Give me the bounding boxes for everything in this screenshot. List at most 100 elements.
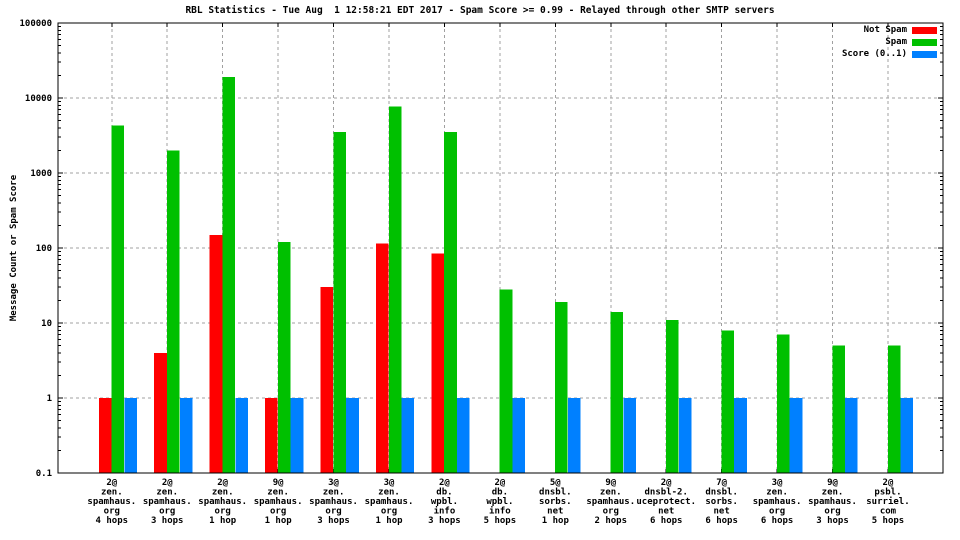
bar-spam xyxy=(610,312,624,473)
x-tick-label: 2@ xyxy=(439,478,450,488)
bar-spam xyxy=(776,334,790,473)
bar-score xyxy=(179,398,193,473)
bar-score xyxy=(734,398,747,473)
bar-score xyxy=(401,398,415,473)
x-tick-label: zen. xyxy=(156,488,178,498)
y-tick-label: 1000 xyxy=(30,169,52,179)
bar-spam xyxy=(388,106,402,474)
bar-spam xyxy=(444,132,457,474)
x-tick-label: 1 hop xyxy=(209,516,237,526)
x-tick-label: zen. xyxy=(822,488,844,498)
bar-spam xyxy=(555,302,568,473)
x-tick-label: spamhaus. xyxy=(87,497,136,507)
x-tick-label: 3 hops xyxy=(816,516,849,526)
chart-title: RBL Statistics - Tue Aug 1 12:58:21 EDT … xyxy=(185,5,775,16)
x-tick-label: sorbs. xyxy=(705,497,738,507)
legend-swatch xyxy=(912,26,937,34)
y-tick-label: 1 xyxy=(47,394,52,404)
bar-not-spam xyxy=(431,253,445,473)
y-tick-label: 10 xyxy=(41,319,52,329)
x-tick-label: spamhaus. xyxy=(586,497,635,507)
x-tick-label: 3@ xyxy=(772,478,783,488)
x-tick-label: 2@ xyxy=(106,478,117,488)
x-tick-label: org xyxy=(325,507,341,517)
x-tick-label: spamhaus. xyxy=(753,497,802,507)
bar-score xyxy=(290,398,304,473)
x-tick-label: 2@ xyxy=(883,478,894,488)
x-tick-label: 9@ xyxy=(273,478,284,488)
bar-score xyxy=(124,398,137,473)
x-tick-label: org xyxy=(159,507,175,517)
x-tick-label: 5@ xyxy=(550,478,561,488)
bar-spam xyxy=(832,345,845,473)
x-tick-label: zen. xyxy=(323,488,345,498)
bar-score xyxy=(845,398,858,473)
y-tick-label: 100 xyxy=(36,244,52,254)
legend-item: Spam xyxy=(842,37,937,47)
bar-not-spam xyxy=(209,234,223,473)
x-tick-label: org xyxy=(215,507,231,517)
x-tick-label: 3 hops xyxy=(428,516,461,526)
x-tick-label: 2@ xyxy=(661,478,672,488)
x-tick-label: net xyxy=(658,507,674,517)
x-tick-label: info xyxy=(489,506,511,517)
x-tick-label: wpbl. xyxy=(486,497,513,507)
x-tick-label: zen. xyxy=(101,488,123,498)
x-tick-label: 9@ xyxy=(827,478,838,488)
x-tick-label: 3@ xyxy=(328,478,339,488)
bar-score xyxy=(346,398,359,473)
bar-spam xyxy=(111,125,125,473)
x-tick-label: zen. xyxy=(212,488,234,498)
x-tick-label: dnsbl. xyxy=(705,488,738,498)
x-tick-label: net xyxy=(547,507,563,517)
legend-item: Not Spam xyxy=(842,25,937,35)
x-tick-label: surriel. xyxy=(866,496,909,507)
x-tick-label: wpbl. xyxy=(431,497,458,507)
x-tick-label: zen. xyxy=(766,488,788,498)
x-tick-label: 3@ xyxy=(384,478,395,488)
x-tick-label: 6 hops xyxy=(761,516,794,526)
x-tick-label: 2@ xyxy=(494,478,505,488)
bar-score xyxy=(623,398,636,473)
x-tick-label: dnsbl-2. xyxy=(645,488,688,498)
bar-not-spam xyxy=(376,243,389,473)
x-tick-label: info xyxy=(434,506,456,517)
x-tick-label: spamhaus. xyxy=(254,497,303,507)
x-tick-label: org xyxy=(824,507,840,517)
bar-spam xyxy=(277,242,291,473)
x-tick-label: 6 hops xyxy=(650,516,683,526)
x-tick-label: spamhaus. xyxy=(808,497,857,507)
legend-label: Spam xyxy=(885,37,907,47)
x-tick-label: zen. xyxy=(267,488,289,498)
x-tick-label: psbl. xyxy=(874,488,901,498)
x-tick-label: 4 hops xyxy=(96,516,129,526)
bar-not-spam xyxy=(320,287,334,473)
bar-score xyxy=(457,398,470,473)
x-tick-label: 1 hop xyxy=(375,516,403,526)
legend: Not Spam Spam Score (0..1) xyxy=(841,25,937,59)
x-tick-label: org xyxy=(603,507,619,517)
plot-border xyxy=(57,22,944,474)
x-tick-label: 9@ xyxy=(605,478,616,488)
bar-score xyxy=(235,398,248,473)
x-tick-label: sorbs. xyxy=(539,497,572,507)
legend-label: Score (0..1) xyxy=(841,49,907,59)
bar-score xyxy=(789,398,803,473)
legend-swatch xyxy=(912,38,937,46)
x-tick-label: spamhaus. xyxy=(143,497,192,507)
x-tick-label: spamhaus. xyxy=(309,497,358,507)
bar-spam xyxy=(499,289,513,473)
x-tick-label: net xyxy=(714,507,730,517)
legend-swatch xyxy=(912,50,937,58)
bar-spam xyxy=(887,345,901,473)
x-tick-label: 1 hop xyxy=(265,516,293,526)
x-tick-label: org xyxy=(381,507,397,517)
y-tick-label: 10000 xyxy=(25,94,52,104)
x-tick-label: spamhaus. xyxy=(198,497,247,507)
x-tick-label: db. xyxy=(436,488,452,498)
x-tick-label: 1 hop xyxy=(542,516,570,526)
x-tick-label: uceprotect. xyxy=(636,497,696,507)
x-tick-label: com xyxy=(880,507,897,517)
